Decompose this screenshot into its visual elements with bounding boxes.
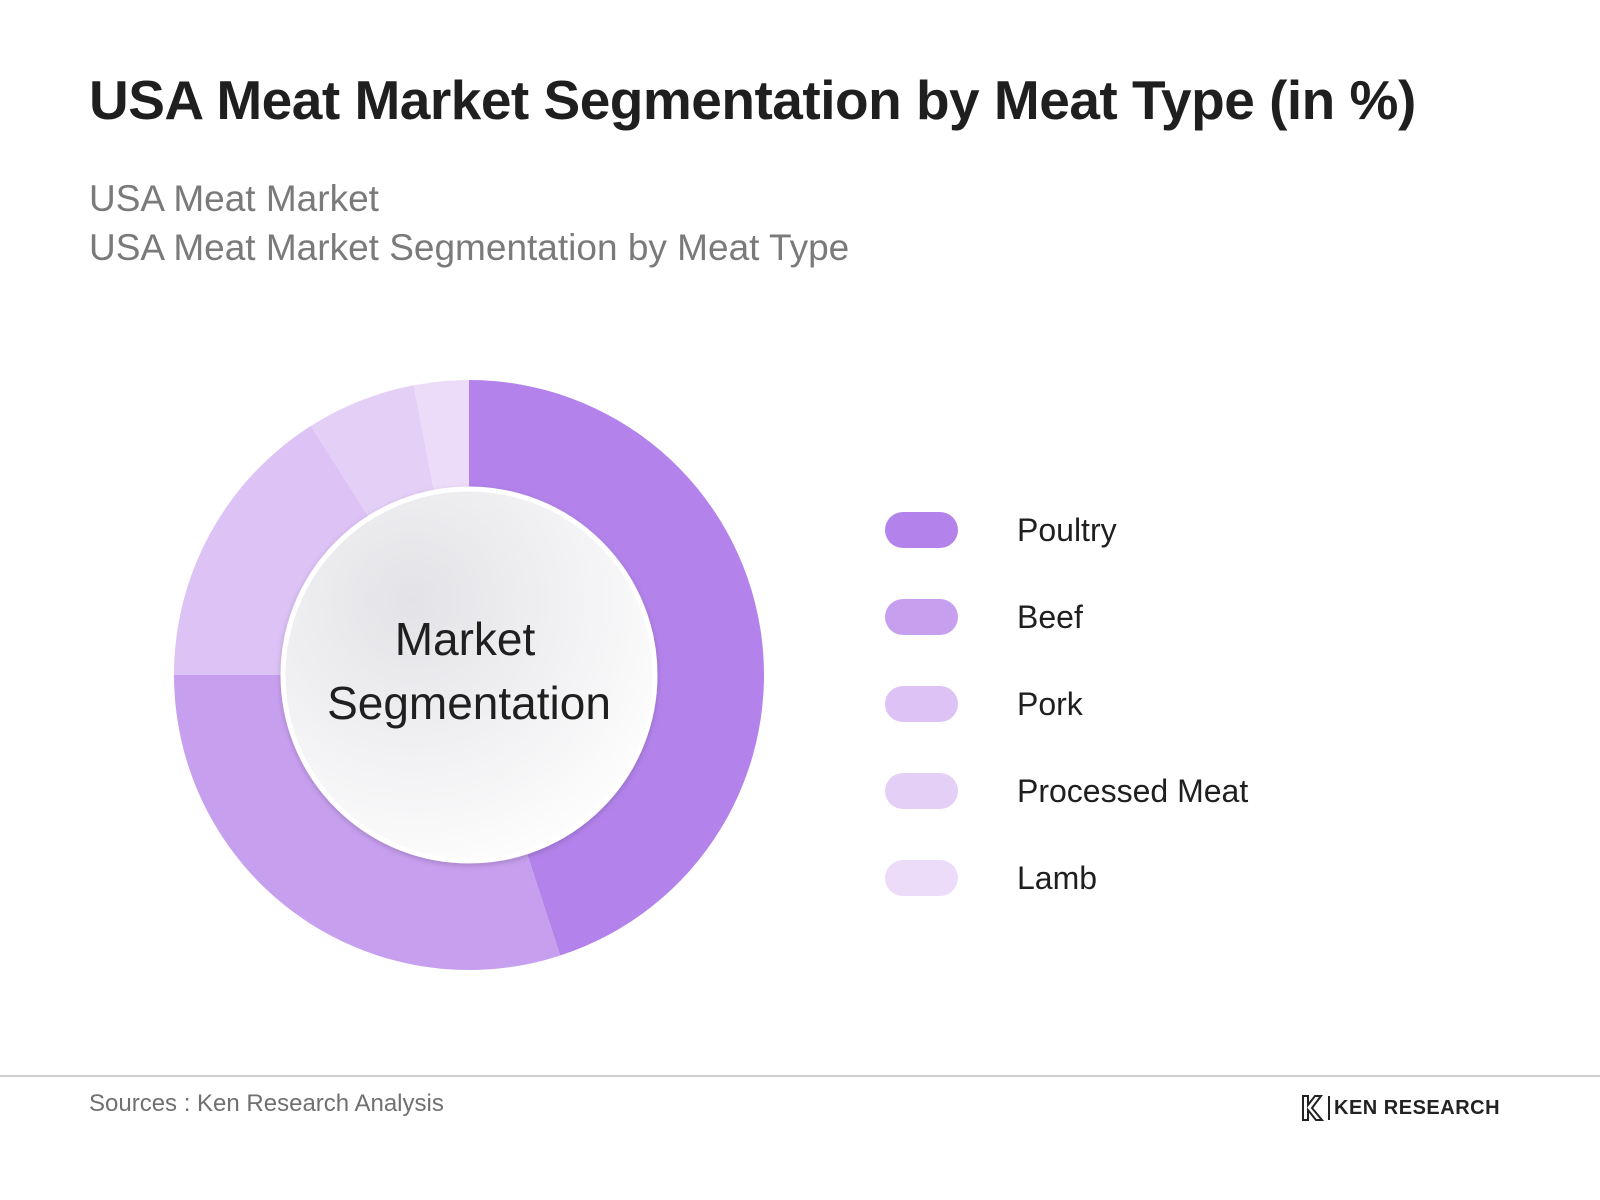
legend-item-lamb: Lamb bbox=[885, 858, 1385, 898]
page-title: USA Meat Market Segmentation by Meat Typ… bbox=[89, 69, 1416, 131]
center-label-line1: Market bbox=[395, 613, 536, 665]
brand-name: KEN RESEARCH bbox=[1334, 1096, 1501, 1119]
legend-label: Pork bbox=[1017, 686, 1083, 722]
donut-slice-processed-meat bbox=[310, 385, 435, 518]
donut-slice-lamb bbox=[413, 380, 469, 493]
center-label-line2: Segmentation bbox=[327, 677, 611, 729]
brand-block: KEN RESEARCH bbox=[1300, 1092, 1500, 1124]
legend-label: Processed Meat bbox=[1017, 773, 1249, 809]
donut-slice-poultry bbox=[469, 380, 764, 956]
legend-swatch bbox=[885, 773, 958, 809]
donut-slices bbox=[173, 380, 764, 970]
legend-label: Beef bbox=[1017, 599, 1083, 635]
subtitle-secondary: USA Meat Market Segmentation by Meat Typ… bbox=[89, 227, 850, 268]
ken-research-logo-icon bbox=[1302, 1095, 1324, 1121]
legend-item-pork: Pork bbox=[885, 684, 1385, 724]
brand-separator bbox=[1328, 1096, 1330, 1120]
legend-swatch bbox=[885, 512, 958, 548]
legend-swatch bbox=[885, 686, 958, 722]
legend-swatch bbox=[885, 860, 958, 896]
legend-label: Poultry bbox=[1017, 512, 1117, 548]
legend-label: Lamb bbox=[1017, 860, 1098, 896]
legend-item-poultry: Poultry bbox=[885, 510, 1385, 550]
donut-center bbox=[280, 486, 658, 864]
source-note: Sources : Ken Research Analysis bbox=[89, 1090, 444, 1117]
legend-item-beef: Beef bbox=[885, 597, 1385, 637]
subtitle-primary: USA Meat Market bbox=[89, 178, 379, 219]
donut-slice-beef bbox=[173, 675, 561, 970]
legend-swatch bbox=[885, 599, 958, 635]
donut-slice-pork bbox=[174, 425, 370, 675]
legend-item-processed-meat: Processed Meat bbox=[885, 771, 1385, 811]
footer-divider bbox=[0, 1075, 1600, 1077]
